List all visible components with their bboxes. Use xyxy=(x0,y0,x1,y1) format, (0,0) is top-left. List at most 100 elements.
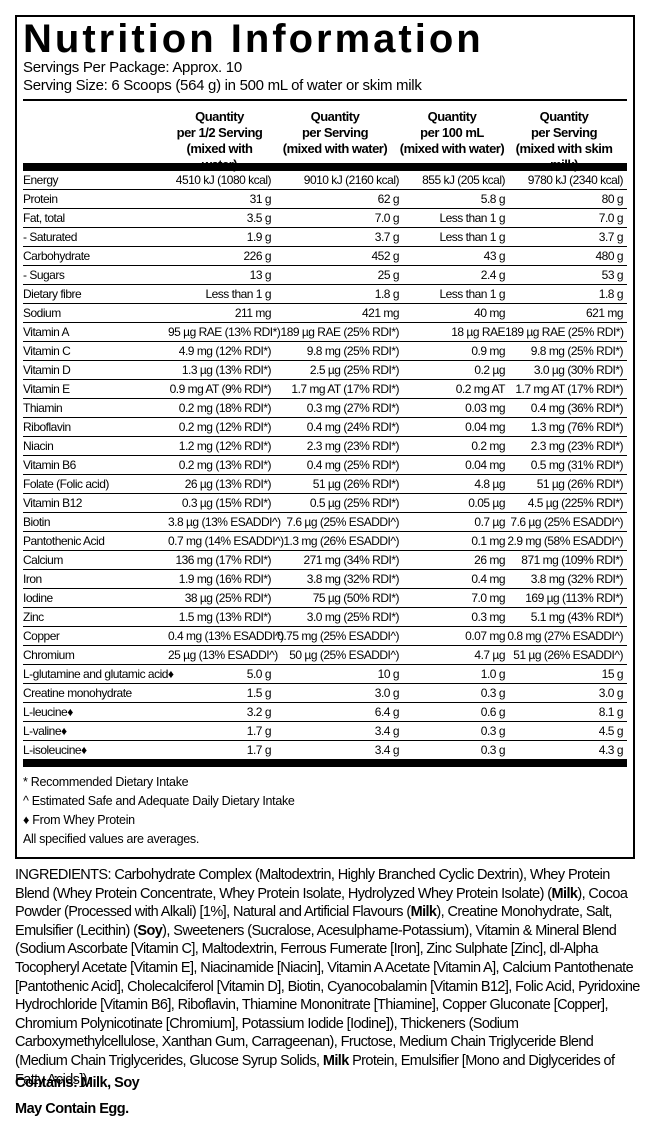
nutrient-value: 25 µg (13% ESADDI^) xyxy=(168,648,278,662)
ingredient-text: Protein, Emulsifier [Mono and Diglycerid… xyxy=(15,1052,615,1088)
nutrient-value: 4510 kJ (1080 kcal) xyxy=(175,173,272,187)
nutrient-value: 189 µg RAE (25% RDI*) xyxy=(505,325,624,339)
nutrient-value: 26 mg xyxy=(474,553,505,567)
nutrient-value: 136 mg (17% RDI*) xyxy=(175,553,271,567)
nutrient-value: 3.8 µg (13% ESADDI^) xyxy=(168,515,281,529)
footnote: * Recommended Dietary Intake xyxy=(23,775,189,789)
nutrient-value: 0.3 mg (27% RDI*) xyxy=(306,401,400,415)
nutrient-value: 0.5 mg (31% RDI*) xyxy=(530,458,624,472)
table-row: Carbohydrate 226 g 452 g 43 g 480 g xyxy=(23,247,627,266)
column-header-line: per Serving xyxy=(301,125,369,140)
nutrient-name: Copper xyxy=(23,629,60,643)
nutrient-value: 1.3 mg (26% ESADDI^) xyxy=(283,534,399,548)
nutrient-value: 4.3 g xyxy=(598,743,624,757)
nutrient-value: 3.0 mg (25% RDI*) xyxy=(306,610,400,624)
table-row: Vitamin B12 0.3 µg (15% RDI*) 0.5 µg (25% … xyxy=(23,494,627,513)
ingredient-text: ), Creatine Monohydrate, Salt, Emulsifie… xyxy=(15,904,612,939)
table-row: Chromium 25 µg (13% ESADDI^) 50 µg (25% ES… xyxy=(23,646,627,665)
nutrient-value: 421 mg xyxy=(361,306,400,320)
nutrient-value: 0.3 g xyxy=(480,743,506,757)
nutrient-value: 0.3 g xyxy=(480,686,506,700)
nutrient-value: 5.0 g xyxy=(246,667,272,681)
nutrient-value: 0.9 mg xyxy=(471,344,505,358)
nutrient-value: 3.2 g xyxy=(246,705,272,719)
nutrient-value: 1.9 g xyxy=(246,230,272,244)
column-header-line: (mixed with water) xyxy=(399,141,505,156)
nutrient-value: 18 µg RAE xyxy=(451,325,505,339)
nutrient-value: 7.0 g xyxy=(598,211,624,225)
nutrient-name: Riboflavin xyxy=(23,420,71,434)
nutrient-value: 3.0 µg (30% RDI*) xyxy=(533,363,624,377)
nutrient-value: 40 mg xyxy=(474,306,505,320)
nutrient-name: Fat, total xyxy=(23,211,65,225)
nutrient-value: 0.2 mg AT xyxy=(455,382,506,396)
nutrient-value: 1.0 g xyxy=(480,667,506,681)
table-row: Iron 1.9 mg (16% RDI*) 3.8 mg (32% RDI*) 0.… xyxy=(23,570,627,589)
table-row: Fat, total 3.5 g 7.0 g Less than 1 g 7.0 g xyxy=(23,209,627,228)
nutrient-value: 51 µg (26% RDI*) xyxy=(312,477,400,491)
nutrient-name: Vitamin A xyxy=(23,325,69,339)
nutrient-value: 0.4 mg xyxy=(471,572,505,586)
servings-per-package: Servings Per Package: Approx. 10 xyxy=(23,59,242,76)
nutrient-value: 3.4 g xyxy=(374,724,400,738)
column-header: Quantity per Serving (mixed with water) xyxy=(271,109,399,163)
nutrient-name: Creatine monohydrate xyxy=(23,686,132,700)
nutrition-panel: Nutrition Information Servings Per Packa… xyxy=(15,15,635,859)
nutrient-value: 0.3 g xyxy=(480,724,506,738)
nutrient-name: Carbohydrate xyxy=(23,249,90,263)
nutrient-name: Calcium xyxy=(23,553,63,567)
serving-size: Serving Size: 6 Scoops (564 g) in 500 mL… xyxy=(23,77,422,94)
nutrient-value: 1.5 g xyxy=(246,686,272,700)
nutrient-value: 53 g xyxy=(601,268,624,282)
nutrient-value: 0.2 mg (12% RDI*) xyxy=(178,420,272,434)
nutrient-name: L-isoleucine♦ xyxy=(23,743,87,757)
nutrient-value: 1.7 g xyxy=(246,724,272,738)
table-row: Creatine monohydrate 1.5 g 3.0 g 0.3 g 3.0 g xyxy=(23,684,627,703)
nutrient-value: 3.5 g xyxy=(246,211,272,225)
nutrient-value: 4.5 g xyxy=(598,724,624,738)
nutrient-value: 2.3 mg (23% RDI*) xyxy=(306,439,400,453)
column-header-line: Quantity xyxy=(539,109,589,124)
nutrient-value: 6.4 g xyxy=(374,705,400,719)
nutrient-value: 169 µg (113% RDI*) xyxy=(525,591,623,605)
nutrient-value: 75 µg (50% RDI*) xyxy=(312,591,400,605)
nutrient-value: 1.2 mg (12% RDI*) xyxy=(178,439,272,453)
table-row: Vitamin A 95 µg RAE (13% RDI*) 189 µg RAE … xyxy=(23,323,627,342)
table-row: L-glutamine and glutamic acid♦ 5.0 g 10 g 1… xyxy=(23,665,627,684)
nutrient-name: L-leucine♦ xyxy=(23,705,73,719)
nutrient-name: Folate (Folic acid) xyxy=(23,477,109,491)
nutrient-name: Vitamin D xyxy=(23,363,71,377)
table-row: Biotin 3.8 µg (13% ESADDI^) 7.6 µg (25% ES… xyxy=(23,513,627,532)
ingredients: INGREDIENTS: Carbohydrate Complex (Malto… xyxy=(15,866,640,1089)
nutrient-value: 0.07 mg xyxy=(465,629,505,643)
nutrient-value: Less than 1 g xyxy=(439,211,505,225)
column-header: Quantity per 1/2 Serving (mixed with water… xyxy=(168,109,271,172)
table-row: Iodine 38 µg (25% RDI*) 75 µg (50% RDI*) 7.… xyxy=(23,589,627,608)
nutrient-value: 0.7 mg (14% ESADDI^) xyxy=(168,534,284,548)
nutrient-value: 1.7 mg AT (17% RDI*) xyxy=(291,382,399,396)
nutrient-value: 3.8 mg (32% RDI*) xyxy=(530,572,624,586)
nutrient-name: Vitamin C xyxy=(23,344,71,358)
table-row: Sodium 211 mg 421 mg 40 mg 621 mg xyxy=(23,304,627,323)
ingredient-text: Soy xyxy=(137,922,163,939)
table-row: Vitamin C 4.9 mg (12% RDI*) 9.8 mg (25% RD… xyxy=(23,342,627,361)
nutrient-value: 10 g xyxy=(377,667,400,681)
nutrient-value: 7.0 mg xyxy=(471,591,505,605)
nutrient-value: 62 g xyxy=(377,192,400,206)
nutrient-value: 0.6 g xyxy=(480,705,506,719)
nutrient-value: 0.3 mg xyxy=(471,610,505,624)
nutrient-name: Iodine xyxy=(23,591,53,605)
ingredient-text: ), Sweeteners (Sucralose, Acesulphame-Po… xyxy=(15,922,640,1069)
nutrient-value: 480 g xyxy=(595,249,623,263)
table-row: Vitamin E 0.9 mg AT (9% RDI*) 1.7 mg AT (1… xyxy=(23,380,627,399)
nutrient-value: 25 g xyxy=(377,268,400,282)
nutrient-value: 0.05 µg xyxy=(468,496,505,510)
nutrient-name: Biotin xyxy=(23,515,51,529)
nutrient-value: 0.2 µg xyxy=(474,363,505,377)
contains: Contains: Milk, Soy xyxy=(15,1075,140,1091)
nutrient-value: 189 µg RAE (25% RDI*) xyxy=(280,325,400,339)
nutrient-value: 2.5 µg (25% RDI*) xyxy=(309,363,400,377)
footnotes: * Recommended Dietary Intake ^ Estimated … xyxy=(23,773,627,849)
nutrient-name: Iron xyxy=(23,572,42,586)
nutrient-value: 9010 kJ (2160 kcal) xyxy=(303,173,400,187)
